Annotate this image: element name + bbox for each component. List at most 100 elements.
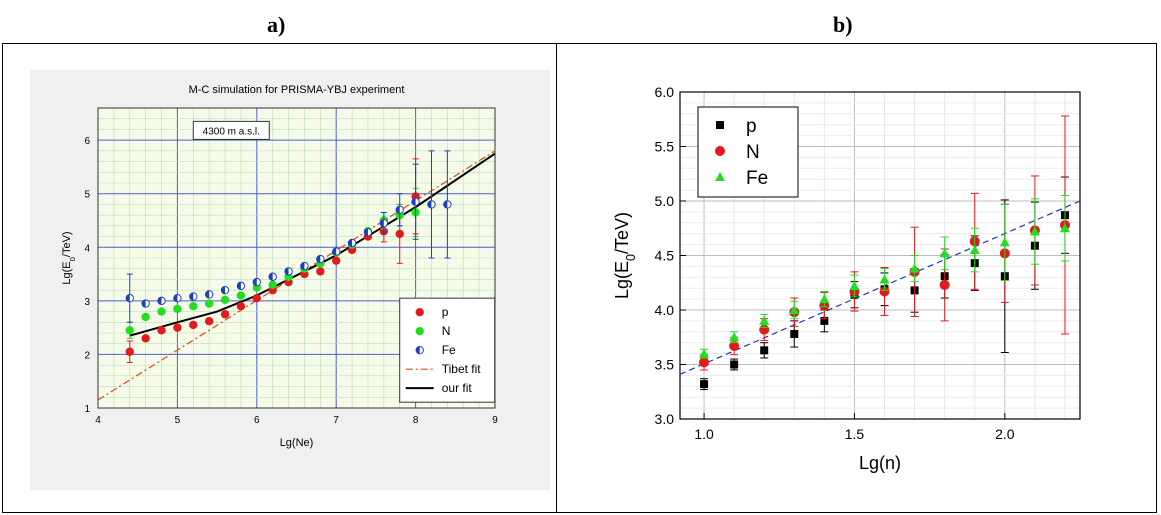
- data-point-Fe-fill: [237, 282, 241, 290]
- data-point-Fe-fill: [427, 200, 432, 209]
- data-point-Fe: [395, 205, 404, 214]
- data-point-Fe: [411, 197, 420, 206]
- data-point-Fe: [189, 292, 198, 301]
- legend-marker-p: [716, 121, 724, 129]
- panel-b-label: b): [833, 12, 853, 37]
- data-point-N: [939, 279, 950, 290]
- data-point-Fe: [141, 299, 150, 308]
- data-point-Fe: [999, 237, 1010, 247]
- x-tick-label: 1.0: [694, 426, 714, 442]
- y-tick-label: 4.0: [655, 302, 675, 318]
- data-point-Fe: [347, 238, 357, 248]
- data-point-Fe-fill: [141, 299, 146, 308]
- data-point-Fe: [204, 290, 214, 299]
- data-point-Fe-fill: [205, 290, 210, 299]
- data-point-Fe: [125, 293, 134, 303]
- data-point-p: [204, 317, 214, 326]
- data-point-Fe: [789, 305, 800, 314]
- data-point-Fe-fill: [396, 206, 400, 214]
- data-point-Fe: [1059, 223, 1070, 233]
- data-point-Fe: [819, 294, 830, 304]
- chart-a-axes-box: [97, 107, 496, 409]
- x-tick-label: 7: [333, 415, 339, 426]
- data-point-N: [157, 307, 166, 316]
- data-point-Fe-fill: [189, 292, 194, 301]
- data-point-p: [700, 380, 709, 389]
- chart-b: 1.0 1.5 2.0 3.0 3.5 4.0 4.5 5.0 5.5 6.0 Lg(n) Lg(E0…: [612, 84, 1081, 473]
- data-point-Fe: [363, 228, 373, 237]
- data-point-Fe-fill: [253, 278, 257, 286]
- data-point-Fe-fill: [173, 294, 178, 302]
- data-point-Fe: [849, 281, 860, 291]
- data-point-Fe-fill: [380, 219, 384, 227]
- legend-marker-Fe: [415, 345, 424, 355]
- legend-marker-Fe: [715, 172, 725, 181]
- legend-box: [697, 106, 799, 198]
- altitude-annotation: 4300 m a.s.l.: [192, 120, 270, 140]
- y-tick-label: 2: [84, 350, 90, 361]
- data-point-Fe: [157, 296, 166, 306]
- legend-marker-Fe-fill: [416, 346, 420, 354]
- data-point-Fe-fill: [300, 262, 305, 270]
- data-point-Fe: [332, 247, 341, 256]
- data-point-p: [316, 267, 325, 276]
- data-point-Fe: [268, 272, 277, 281]
- y-tick-label: 6: [84, 136, 90, 147]
- data-point-Fe-fill: [126, 294, 130, 302]
- figure-frame: [2, 43, 1157, 513]
- data-point-Fe: [759, 315, 770, 325]
- data-point-Fe-fill: [221, 286, 226, 294]
- data-point-N: [729, 340, 740, 351]
- data-point-p: [820, 316, 829, 325]
- x-axis-label: Lg(n): [859, 453, 901, 473]
- data-point-Fe: [427, 200, 436, 209]
- legend-label: Tibet fit: [442, 362, 482, 376]
- data-point-Fe: [300, 261, 309, 271]
- y-tick-label: 4.5: [655, 248, 675, 264]
- chart-a-legend: pN Fe Tibet fit our fit: [399, 297, 496, 403]
- data-point-p: [125, 347, 134, 356]
- data-point-Fe-fill: [364, 228, 368, 236]
- data-point-Fe: [939, 248, 950, 258]
- data-point-Fe: [252, 277, 262, 287]
- data-point-Fe-fill: [157, 297, 162, 305]
- data-point-p: [141, 334, 150, 343]
- data-point-Fe: [729, 332, 740, 342]
- y-axis-label: Lg(E0/TeV): [612, 212, 638, 299]
- data-point-Fe-fill: [443, 200, 448, 209]
- data-point-N: [125, 326, 134, 335]
- data-point-Fe: [284, 267, 293, 276]
- x-tick-label: 6: [254, 415, 260, 426]
- data-point-p: [790, 329, 799, 338]
- legend-marker-N: [715, 146, 725, 156]
- data-point-Fe-fill: [332, 247, 337, 256]
- legend-label: Fe: [746, 168, 768, 189]
- data-point-Fe: [443, 200, 452, 209]
- data-point-p: [236, 302, 246, 311]
- data-point-p: [173, 323, 182, 332]
- chart-b-legend: pN Fe: [697, 106, 799, 198]
- legend-label: our fit: [442, 381, 473, 395]
- data-point-Fe: [699, 348, 710, 358]
- data-point-N: [220, 295, 230, 304]
- data-point-N: [173, 304, 182, 314]
- panel-divider: [556, 44, 557, 512]
- y-tick-label: 5: [84, 190, 90, 201]
- data-point-N: [699, 357, 710, 368]
- data-point-Fe-fill: [348, 239, 353, 247]
- data-point-p: [252, 293, 261, 303]
- x-axis-label: Lg(Ne): [280, 437, 314, 449]
- y-tick-label: 5.0: [655, 193, 675, 209]
- y-axis-label: Lg(E0/TeV): [61, 231, 77, 284]
- data-point-Fe: [173, 293, 182, 303]
- legend-marker-N: [415, 326, 424, 336]
- x-tick-label: 9: [492, 415, 498, 426]
- x-tick-label: 4: [95, 415, 101, 426]
- data-point-N: [189, 302, 198, 311]
- legend-label: p: [746, 116, 757, 137]
- data-point-Fe-fill: [268, 273, 273, 281]
- data-point-p: [395, 229, 404, 239]
- chart-a-title: M-C simulation for PRISMA-YBJ experiment: [189, 84, 405, 96]
- data-point-Fe: [1029, 226, 1040, 236]
- legend-label: N: [442, 324, 451, 338]
